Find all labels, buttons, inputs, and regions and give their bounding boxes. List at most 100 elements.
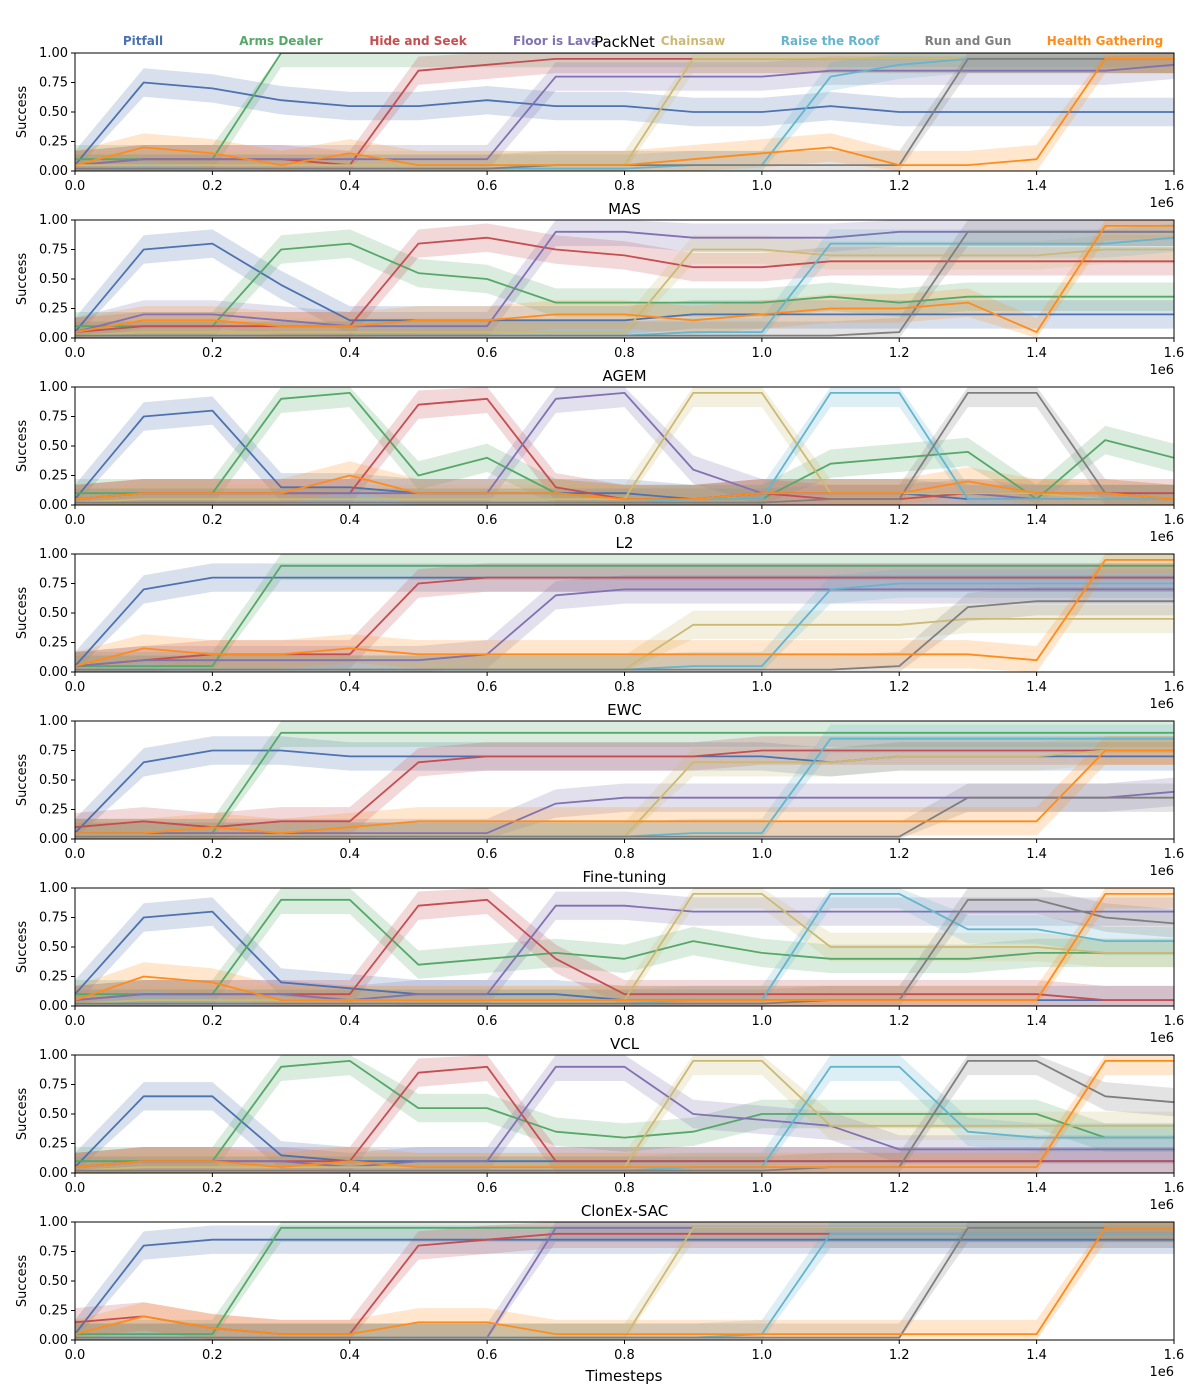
panel-title: Fine-tuning <box>583 868 667 886</box>
series-line-pitfall <box>75 81 1174 166</box>
y-axis-label: Success <box>15 587 30 640</box>
x-scale-label: 1e6 <box>1149 363 1174 378</box>
y-tick-label: 1.00 <box>39 1215 68 1230</box>
x-tick-label: 1.4 <box>1026 847 1047 862</box>
y-tick-label: 1.00 <box>39 547 68 562</box>
x-tick-label: 0.8 <box>614 179 635 194</box>
x-tick-label: 0.0 <box>65 346 86 361</box>
series-line-health-gathering <box>75 559 1174 667</box>
band-pitfall <box>75 1225 1174 1340</box>
panel-plot-area <box>75 721 1174 839</box>
band-floor-is-lava <box>75 891 1174 1006</box>
series-line-pitfall <box>75 242 1174 333</box>
band-chainsaw <box>75 736 1174 839</box>
band-hide-and-seek <box>75 223 1174 338</box>
y-tick-label: 0.00 <box>39 498 68 513</box>
panel-plot-area <box>75 1222 1174 1340</box>
band-run-and-gun <box>75 587 1174 672</box>
y-tick-label: 0.25 <box>39 135 68 150</box>
panel-packnet: PackNet 0.00 0.25 0.50 0.75 1.00 Success 0.0 0.2… <box>15 33 1184 211</box>
band-raise-the-roof <box>75 569 1174 672</box>
x-tick-label: 0.2 <box>202 1014 223 1029</box>
x-axis-label: Timesteps <box>585 1367 663 1385</box>
band-pitfall <box>75 229 1174 338</box>
series-line-run-and-gun <box>75 600 1174 671</box>
x-tick-label: 1.2 <box>889 513 910 528</box>
series-line-health-gathering <box>75 893 1174 1001</box>
x-tick-label: 0.6 <box>477 1181 498 1196</box>
panel-title: MAS <box>608 200 641 218</box>
x-tick-label: 1.2 <box>889 179 910 194</box>
band-raise-the-roof <box>75 223 1174 338</box>
series-line-run-and-gun <box>75 796 1174 838</box>
series-line-hide-and-seek <box>75 749 1174 829</box>
panel-title: L2 <box>616 534 634 552</box>
band-pitfall <box>75 396 1174 505</box>
y-tick-label: 0.00 <box>39 999 68 1014</box>
panel-vcl: VCL 0.00 0.25 0.50 0.75 1.00 Success 0.0 0.2 0.4 0… <box>15 1035 1184 1213</box>
x-tick-label: 0.6 <box>477 513 498 528</box>
y-tick-label: 0.75 <box>39 1245 68 1260</box>
legend-item-health-gathering: Health Gathering <box>1047 34 1163 48</box>
panel-plot-area <box>75 220 1174 338</box>
x-tick-label: 1.0 <box>752 346 773 361</box>
series-line-health-gathering <box>75 749 1174 834</box>
y-tick-label: 0.00 <box>39 164 68 179</box>
band-pitfall <box>75 68 1174 171</box>
y-tick-label: 0.25 <box>39 469 68 484</box>
x-tick-label: 0.6 <box>477 1348 498 1363</box>
x-scale-label: 1e6 <box>1149 864 1174 879</box>
series-line-health-gathering <box>75 474 1174 500</box>
panel-agem: AGEM 0.00 0.25 0.50 0.75 1.00 Success 0.0 0.2 0.4… <box>15 367 1184 545</box>
x-scale-label: 1e6 <box>1149 1031 1174 1046</box>
x-tick-label: 1.6 <box>1164 513 1185 528</box>
series-line-run-and-gun <box>75 1227 1174 1339</box>
series-line-run-and-gun <box>75 392 1174 504</box>
x-tick-label: 1.4 <box>1026 1181 1047 1196</box>
x-tick-label: 1.0 <box>752 1014 773 1029</box>
x-tick-label: 0.4 <box>339 513 360 528</box>
x-tick-label: 1.2 <box>889 847 910 862</box>
x-scale-label: 1e6 <box>1149 1198 1174 1213</box>
x-tick-label: 0.0 <box>65 1348 86 1363</box>
legend-item-hide-and-seek: Hide and Seek <box>369 34 467 48</box>
panel-title: ClonEx-SAC <box>581 1202 668 1220</box>
x-tick-label: 1.6 <box>1164 179 1185 194</box>
x-tick-label: 0.8 <box>614 513 635 528</box>
y-tick-label: 1.00 <box>39 714 68 729</box>
series-line-health-gathering <box>75 1227 1174 1335</box>
panel-plot-area <box>75 554 1174 672</box>
y-tick-label: 0.75 <box>39 577 68 592</box>
x-tick-label: 0.8 <box>614 680 635 695</box>
x-tick-label: 1.2 <box>889 1014 910 1029</box>
y-tick-label: 1.00 <box>39 1048 68 1063</box>
band-health-gathering <box>75 554 1174 672</box>
series-line-floor-is-lava <box>75 1065 1174 1168</box>
y-tick-label: 0.50 <box>39 1107 68 1122</box>
panel-plot-area <box>75 53 1174 171</box>
x-tick-label: 0.0 <box>65 680 86 695</box>
x-tick-label: 1.6 <box>1164 680 1185 695</box>
legend-item-run-and-gun: Run and Gun <box>925 34 1012 48</box>
y-tick-label: 0.75 <box>39 243 68 258</box>
series-line-chainsaw <box>75 248 1174 337</box>
band-health-gathering <box>75 736 1174 839</box>
x-tick-label: 0.4 <box>339 680 360 695</box>
y-tick-label: 0.50 <box>39 940 68 955</box>
panel-fine-tuning: Fine-tuning 0.00 0.25 0.50 0.75 1.00 Success 0.… <box>15 868 1184 1046</box>
x-tick-label: 1.0 <box>752 1348 773 1363</box>
x-tick-label: 1.6 <box>1164 1014 1185 1029</box>
x-tick-label: 1.0 <box>752 847 773 862</box>
y-axis-label: Success <box>15 86 30 139</box>
x-scale-label: 1e6 <box>1149 196 1174 211</box>
band-raise-the-roof <box>75 724 1174 839</box>
x-tick-label: 1.0 <box>752 1181 773 1196</box>
panel-clonex-sac: ClonEx-SAC 0.00 0.25 0.50 0.75 1.00 Success 0.0… <box>15 1202 1184 1380</box>
y-tick-label: 0.25 <box>39 1304 68 1319</box>
series-line-arms-dealer <box>75 242 1174 328</box>
x-tick-label: 1.6 <box>1164 847 1185 862</box>
y-axis-label: Success <box>15 1255 30 1308</box>
y-tick-label: 0.75 <box>39 1078 68 1093</box>
panel-plot-area <box>75 888 1174 1006</box>
